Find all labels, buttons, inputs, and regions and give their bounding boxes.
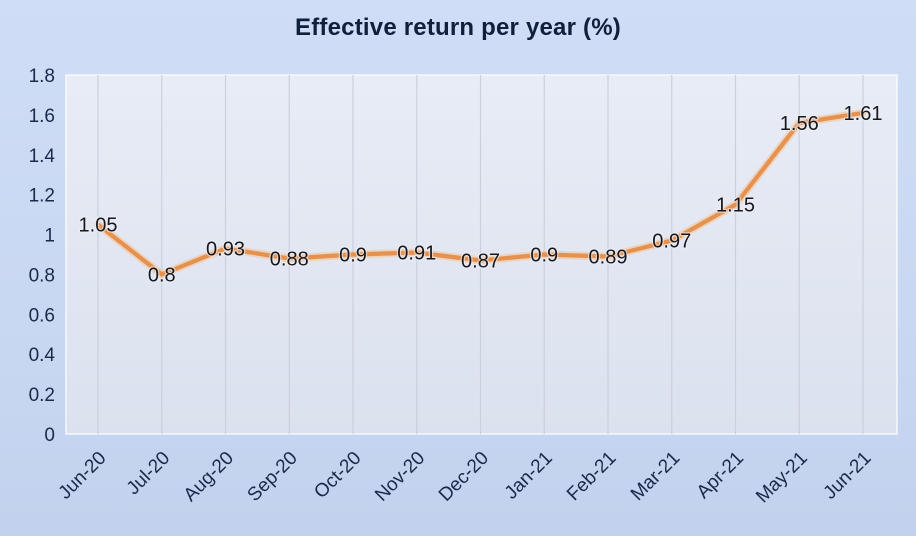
y-tick-label: 0 xyxy=(44,425,55,446)
data-label: 1.15 xyxy=(716,195,755,217)
y-tick-label: 1.8 xyxy=(29,66,55,87)
x-tick-label: Apr-21 xyxy=(693,448,748,503)
data-label: 1.56 xyxy=(780,113,819,135)
y-tick-label: 1 xyxy=(44,226,55,247)
data-label: 0.87 xyxy=(461,250,500,272)
data-label: 0.93 xyxy=(206,239,245,261)
x-tick-label: Oct-20 xyxy=(310,448,365,503)
series-line xyxy=(95,110,866,277)
y-tick-label: 0.2 xyxy=(29,385,55,406)
x-tick-label: Jun-21 xyxy=(820,448,876,504)
x-tick-label: Sep-20 xyxy=(244,448,302,506)
x-tick-label: May-21 xyxy=(752,448,812,508)
x-tick-label: Aug-20 xyxy=(180,448,238,506)
chart-title: Effective return per year (%) xyxy=(295,14,621,41)
x-tick-label: Nov-20 xyxy=(371,448,429,506)
y-tick-label: 0.8 xyxy=(29,265,55,286)
y-tick-label: 1.6 xyxy=(29,106,55,127)
data-label: 0.8 xyxy=(148,264,176,286)
data-label: 0.97 xyxy=(652,231,691,253)
y-tick-label: 0.4 xyxy=(29,345,56,366)
data-label: 1.61 xyxy=(844,103,883,125)
data-label: 0.91 xyxy=(397,243,436,265)
y-tick-label: 0.6 xyxy=(29,305,55,326)
y-tick-label: 1.4 xyxy=(29,146,56,167)
x-tick-label: Jan-21 xyxy=(501,448,557,504)
data-label: 0.9 xyxy=(339,245,367,267)
x-tick-label: Dec-20 xyxy=(435,448,493,506)
data-label: 0.9 xyxy=(530,245,558,267)
x-tick-label: Mar-21 xyxy=(627,448,684,505)
y-tick-label: 1.2 xyxy=(29,186,55,207)
data-label: 1.05 xyxy=(79,215,118,237)
x-tick-label: Jun-20 xyxy=(55,448,111,504)
data-label: 0.89 xyxy=(589,246,628,268)
x-tick-label: Feb-21 xyxy=(563,448,620,505)
x-tick-label: Jul-20 xyxy=(123,448,174,499)
data-label: 0.88 xyxy=(270,248,309,270)
